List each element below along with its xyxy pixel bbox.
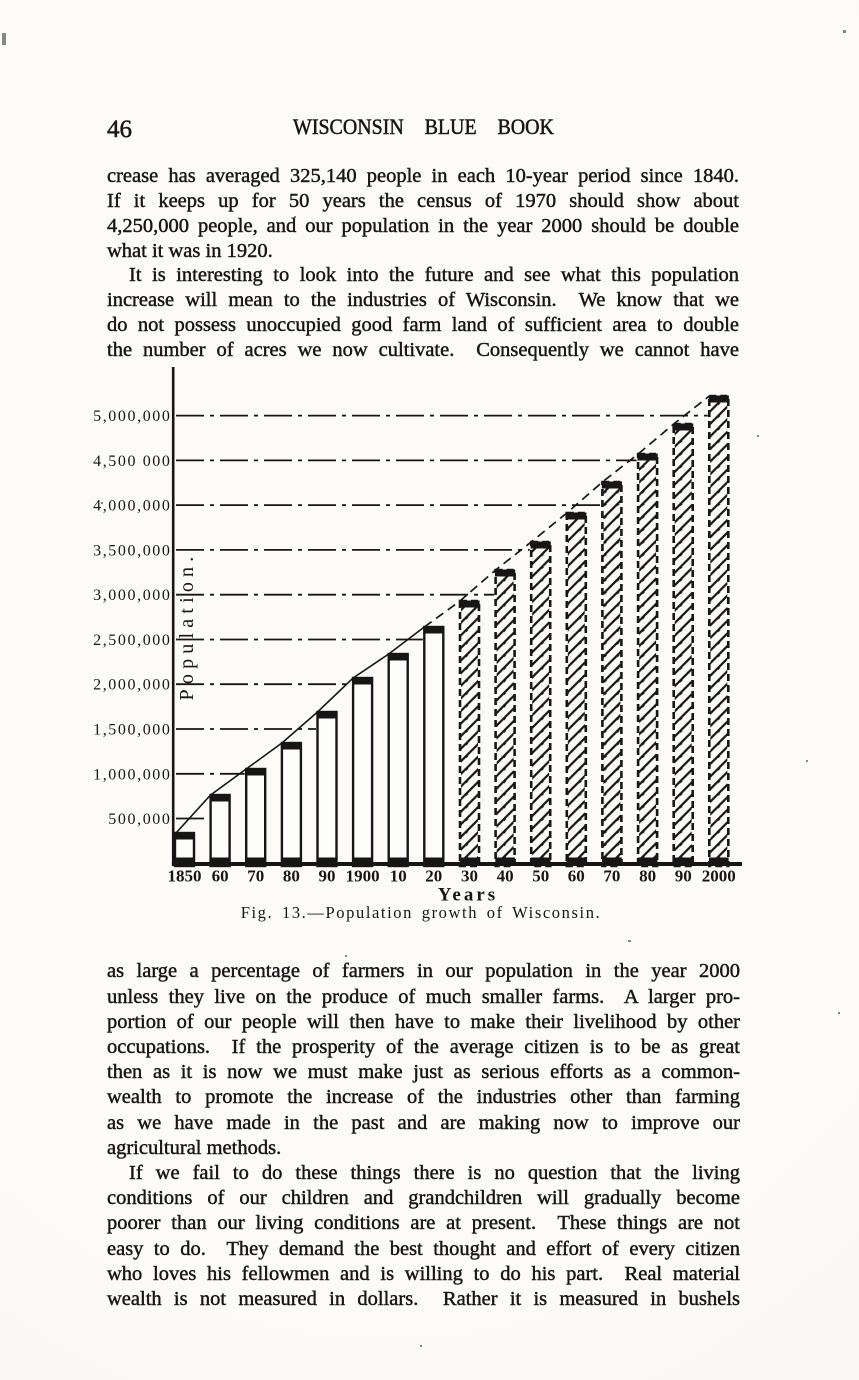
svg-text:1850: 1850 (168, 867, 202, 886)
svg-text:50: 50 (532, 867, 549, 886)
svg-text:60: 60 (212, 867, 229, 886)
svg-text:60: 60 (568, 867, 585, 886)
svg-text:90: 90 (675, 867, 692, 886)
svg-text:20: 20 (425, 867, 442, 886)
svg-text:Fig. 13.—Population growth of: Fig. 13.—Population growth of Wisconsin. (241, 903, 602, 922)
svg-text:1,500,000: 1,500,000 (93, 722, 171, 739)
svg-text:2,500,000: 2,500,000 (93, 632, 171, 649)
svg-text:70: 70 (603, 867, 620, 886)
svg-text:1900: 1900 (346, 867, 380, 886)
svg-text:30: 30 (461, 867, 478, 886)
svg-text:80: 80 (639, 867, 656, 886)
svg-text:4,500 000: 4,500 000 (93, 453, 171, 470)
svg-text:70: 70 (247, 867, 264, 886)
svg-text:10: 10 (390, 867, 407, 886)
svg-text:80: 80 (283, 867, 300, 886)
svg-text:3,000,000: 3,000,000 (93, 587, 171, 604)
svg-text:40: 40 (497, 867, 514, 886)
svg-text:4,000,000: 4,000,000 (93, 498, 171, 515)
svg-text:2,000,000: 2,000,000 (93, 677, 171, 694)
svg-text:Years: Years (438, 885, 498, 906)
svg-text:1,000,000: 1,000,000 (93, 766, 171, 783)
svg-text:500,000: 500,000 (108, 811, 171, 828)
svg-text:5,000,000: 5,000,000 (93, 408, 171, 425)
svg-text:3,500,000: 3,500,000 (93, 542, 171, 559)
svg-text:2000: 2000 (702, 867, 736, 886)
svg-text:Population.: Population. (176, 552, 198, 701)
svg-text:90: 90 (319, 867, 336, 886)
